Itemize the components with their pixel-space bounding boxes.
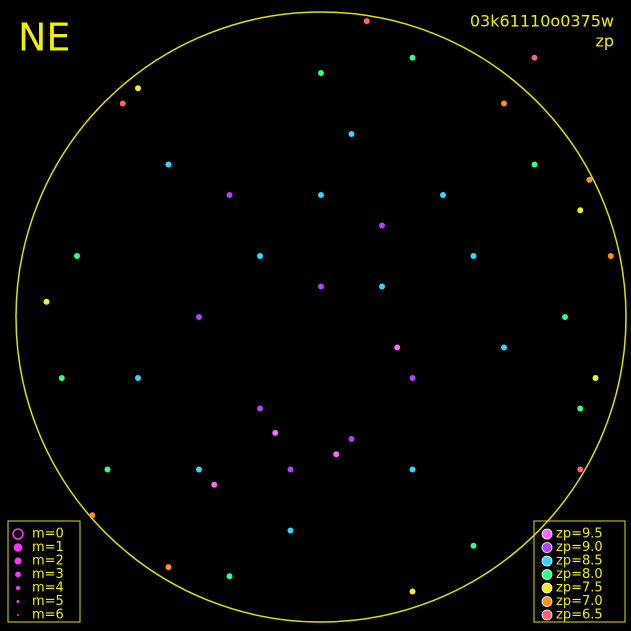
size-swatch	[15, 571, 21, 578]
size-label: m=5	[32, 594, 64, 609]
star-point	[104, 466, 111, 473]
star-point	[577, 207, 584, 214]
star-point	[586, 176, 593, 183]
star-point	[607, 253, 614, 259]
star-point	[348, 436, 355, 442]
star-point	[287, 527, 294, 534]
color-legend-box	[533, 520, 626, 623]
legend-swatch	[541, 569, 553, 580]
star-point	[409, 466, 416, 473]
star-point	[501, 344, 507, 351]
legend-swatch	[541, 609, 553, 621]
star-point	[196, 466, 202, 473]
size-label: m=2	[32, 554, 64, 569]
star-point	[409, 54, 416, 61]
size-swatch	[13, 543, 23, 552]
star-point	[43, 298, 50, 305]
star-point	[333, 451, 340, 458]
legend-label: zp=8.0	[556, 567, 603, 582]
star-point	[531, 54, 538, 61]
star-point	[257, 405, 263, 412]
size-label: m=4	[32, 581, 64, 596]
horizon-circle	[15, 11, 627, 623]
size-swatch	[12, 528, 24, 540]
star-point	[287, 466, 294, 473]
legend-swatch	[541, 528, 553, 540]
size-swatch	[17, 614, 19, 616]
legend-label: zp=6.5	[556, 608, 603, 623]
star-point	[470, 253, 477, 259]
size-label: m=0	[32, 527, 64, 542]
star-point	[135, 375, 141, 381]
legend-label: zp=7.0	[556, 594, 603, 609]
legend-swatch	[541, 582, 553, 594]
chart-subtitle: 03k61110o0375w	[470, 12, 614, 31]
size-swatch	[14, 557, 22, 565]
star-point	[318, 283, 324, 290]
star-point	[318, 192, 324, 198]
star-point	[165, 161, 172, 168]
legend-swatch	[541, 555, 553, 567]
size-swatch	[16, 600, 20, 603]
star-point	[440, 192, 446, 198]
star-point	[226, 573, 233, 580]
legend-label: zp=8.5	[556, 554, 603, 569]
star-point	[58, 375, 65, 381]
legend-label: zp=9.0	[556, 540, 603, 555]
star-point	[165, 564, 172, 571]
legend-label: zp=9.5	[556, 527, 603, 542]
star-point	[379, 222, 385, 229]
star-point	[119, 100, 126, 107]
star-point	[501, 100, 507, 107]
star-point	[562, 314, 568, 320]
size-legend-box	[7, 520, 81, 623]
legend-swatch	[541, 596, 553, 607]
star-point	[226, 192, 233, 198]
star-point	[531, 161, 538, 168]
chart-title: NE	[18, 16, 70, 60]
star-point	[211, 481, 218, 488]
star-point	[577, 405, 584, 412]
star-point	[74, 253, 80, 259]
legend-swatch	[541, 542, 553, 553]
star-point	[89, 512, 96, 519]
star-point	[394, 344, 401, 351]
star-point	[592, 375, 599, 381]
size-label: m=6	[32, 608, 64, 623]
star-point	[196, 314, 202, 320]
color-label: zp	[595, 32, 614, 51]
legend-label: zp=7.5	[556, 581, 603, 596]
star-point	[257, 253, 263, 259]
star-point	[409, 588, 416, 595]
star-point	[409, 375, 416, 381]
star-point	[470, 542, 477, 549]
star-point	[348, 131, 355, 137]
star-point	[272, 429, 279, 436]
star-point	[363, 18, 370, 25]
star-point	[135, 85, 141, 92]
size-label: m=3	[32, 567, 64, 582]
star-point	[577, 466, 584, 473]
star-point	[318, 70, 324, 76]
size-label: m=1	[32, 540, 64, 555]
star-point	[379, 283, 385, 290]
size-swatch	[15, 585, 21, 591]
